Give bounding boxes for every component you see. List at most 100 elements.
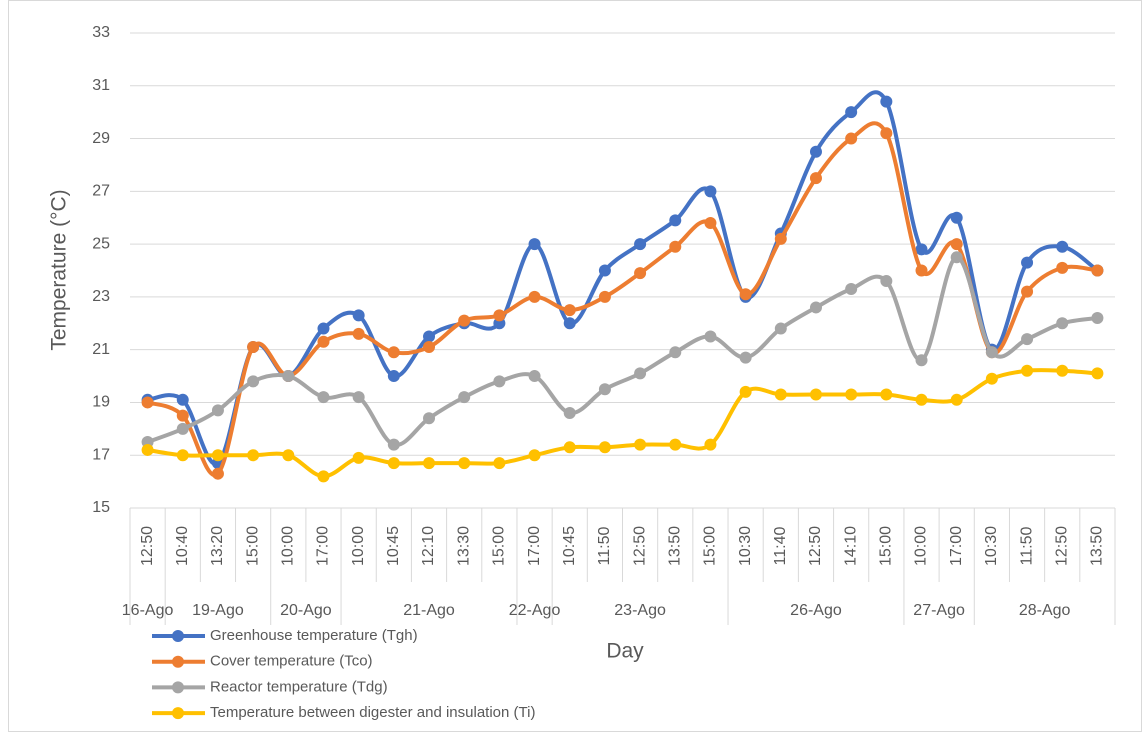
x-tick-label: 10:00 <box>913 526 930 566</box>
data-point <box>598 290 611 303</box>
data-point <box>739 288 752 301</box>
data-point <box>880 388 893 401</box>
data-point <box>915 243 928 256</box>
x-tick-label: 11:40 <box>772 526 789 565</box>
data-point <box>423 341 436 354</box>
data-point <box>598 441 611 454</box>
data-point <box>352 309 365 322</box>
data-point <box>950 251 963 264</box>
x-tick-label: 13:30 <box>455 526 472 566</box>
data-point <box>774 322 787 335</box>
data-point <box>1091 312 1104 324</box>
y-tick-label: 33 <box>92 24 110 41</box>
data-point <box>528 238 541 251</box>
data-point <box>352 327 365 340</box>
x-tick-label: 11:50 <box>1018 526 1035 565</box>
legend-marker <box>172 630 184 642</box>
data-point <box>598 264 611 277</box>
data-point <box>880 127 893 140</box>
data-point <box>915 264 928 277</box>
data-point <box>211 467 224 480</box>
data-point <box>528 370 541 383</box>
data-point <box>493 457 506 470</box>
x-tick-label: 15:00 <box>878 526 895 566</box>
x-tick-label: 17:00 <box>526 526 543 566</box>
data-point <box>141 443 154 456</box>
x-tick-label: 13:50 <box>666 526 683 566</box>
x-tick-label: 10:30 <box>983 526 1000 566</box>
x-group-label: 23-Ago <box>614 602 666 619</box>
x-group-label: 27-Ago <box>913 602 965 619</box>
data-point <box>387 346 400 359</box>
data-point <box>915 393 928 406</box>
legend-label: Reactor temperature (Tdg) <box>210 678 388 695</box>
data-point <box>352 391 365 404</box>
data-point <box>528 449 541 462</box>
data-point <box>739 351 752 364</box>
data-point <box>809 145 822 158</box>
data-point <box>950 393 963 406</box>
x-tick-label: 10:30 <box>737 526 754 566</box>
data-point <box>493 375 506 388</box>
y-tick-label: 15 <box>92 499 110 516</box>
data-point <box>845 282 858 295</box>
x-tick-label: 10:45 <box>385 526 402 566</box>
x-group-label: 19-Ago <box>192 602 244 619</box>
data-point <box>669 214 682 227</box>
x-group-label: 16-Ago <box>122 602 174 619</box>
data-point <box>458 314 471 327</box>
series-line <box>147 368 1098 479</box>
legend-marker <box>172 707 184 720</box>
data-point <box>1021 285 1034 298</box>
data-point <box>352 451 365 464</box>
data-point <box>1056 261 1069 274</box>
data-point <box>704 438 717 451</box>
y-tick-label: 27 <box>92 183 110 200</box>
legend-marker <box>172 681 184 694</box>
x-tick-label: 15:00 <box>702 526 719 566</box>
data-point <box>528 290 541 303</box>
data-point <box>669 346 682 359</box>
x-tick-label: 13:20 <box>209 526 226 566</box>
data-point <box>704 330 717 343</box>
data-point <box>176 422 189 435</box>
data-point <box>1056 317 1069 330</box>
x-tick-label: 13:50 <box>1089 526 1106 566</box>
y-tick-label: 21 <box>92 341 110 358</box>
data-point <box>1091 367 1104 380</box>
y-tick-label: 31 <box>92 77 110 94</box>
data-point <box>669 438 682 451</box>
data-point <box>809 301 822 314</box>
data-point <box>915 354 928 367</box>
data-point <box>598 383 611 396</box>
x-group-label: 22-Ago <box>509 602 561 619</box>
data-point <box>247 341 260 354</box>
data-point <box>634 438 647 451</box>
data-point <box>704 185 717 198</box>
x-tick-label: 12:50 <box>139 526 156 566</box>
data-point <box>880 95 893 108</box>
data-point <box>1091 264 1104 277</box>
x-tick-label: 17:00 <box>948 526 965 566</box>
data-point <box>423 457 436 470</box>
data-point <box>985 346 998 359</box>
x-group-label: 28-Ago <box>1019 602 1071 619</box>
x-tick-label: 11:50 <box>596 526 613 565</box>
legend-label: Greenhouse temperature (Tgh) <box>210 627 418 644</box>
data-point <box>458 457 471 470</box>
data-point <box>774 388 787 401</box>
x-tick-label: 10:45 <box>561 526 578 566</box>
y-tick-label: 29 <box>92 130 110 147</box>
data-point <box>458 391 471 404</box>
x-axis-title: Day <box>606 640 644 663</box>
data-point <box>1021 256 1034 269</box>
data-point <box>563 441 576 454</box>
data-point <box>176 449 189 462</box>
x-tick-label: 14:10 <box>842 526 859 566</box>
x-tick-label: 12:10 <box>420 526 437 566</box>
data-point <box>1021 333 1034 346</box>
data-point <box>704 217 717 229</box>
x-tick-label: 12:50 <box>807 526 824 566</box>
x-group-label: 26-Ago <box>790 602 842 619</box>
data-point <box>423 412 436 425</box>
